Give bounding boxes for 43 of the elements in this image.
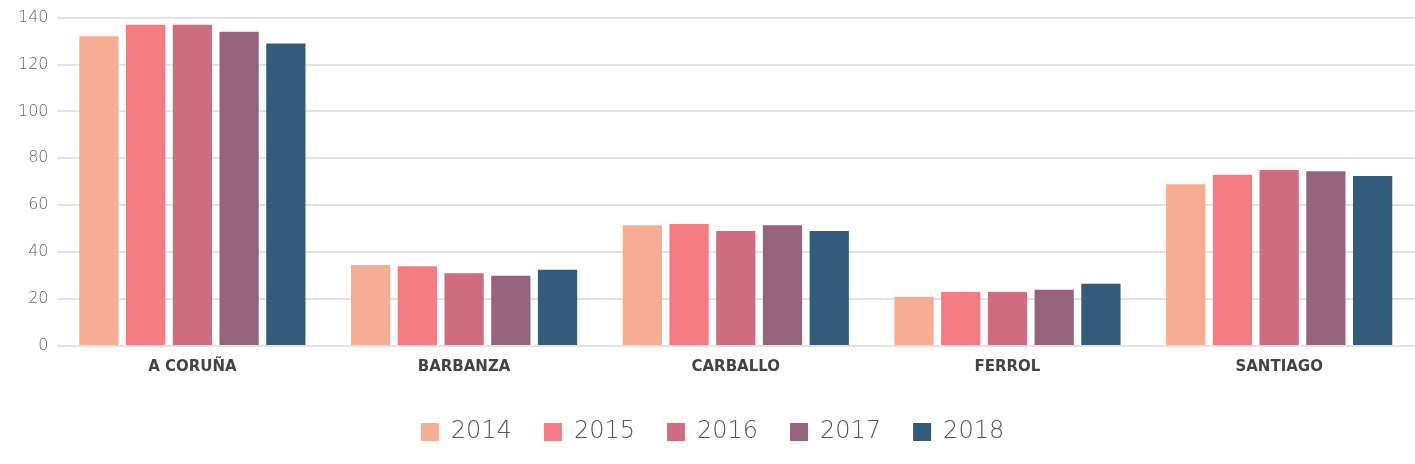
bar	[266, 43, 306, 345]
bar	[537, 269, 578, 345]
bar	[894, 296, 934, 345]
x-tick-label: SANTIAGO	[1235, 356, 1323, 375]
y-tick-label: 100	[17, 100, 49, 120]
x-tick-label: CARBALLO	[691, 356, 781, 375]
bar	[1081, 283, 1121, 345]
legend-label: 2017	[820, 416, 882, 445]
y-tick-label: 80	[28, 147, 49, 167]
bar	[1259, 170, 1299, 345]
bar	[1166, 184, 1206, 345]
bar	[669, 224, 709, 345]
bar	[1034, 289, 1074, 345]
x-tick-label: A CORUÑA	[148, 355, 238, 375]
bar	[1212, 174, 1253, 345]
bar	[350, 265, 391, 345]
bar	[219, 31, 259, 345]
y-tick-label: 0	[38, 335, 49, 355]
bar	[1306, 171, 1346, 345]
bar	[444, 273, 484, 345]
y-tick-label: 40	[28, 241, 49, 261]
bar	[762, 225, 803, 345]
bar	[941, 292, 981, 345]
bar	[397, 266, 437, 345]
bar	[172, 24, 213, 345]
legend-label: 2016	[696, 416, 759, 445]
x-tick-label: BARBANZA	[417, 356, 511, 375]
bar	[1352, 175, 1393, 345]
bar	[987, 292, 1028, 345]
bar	[126, 24, 166, 345]
legend-label: 2015	[573, 416, 635, 445]
y-tick-label: 20	[28, 288, 49, 308]
bar	[809, 231, 849, 345]
bar	[79, 36, 119, 345]
x-tick-label: FERROL	[974, 356, 1041, 375]
bar	[491, 275, 531, 345]
y-tick-label: 120	[17, 53, 49, 73]
bar	[622, 225, 662, 345]
y-tick-label: 60	[28, 194, 49, 214]
legend-label: 2014	[450, 416, 512, 445]
legend-label: 2018	[943, 416, 1005, 445]
y-tick-label: 140	[17, 6, 49, 26]
bar	[716, 231, 756, 345]
